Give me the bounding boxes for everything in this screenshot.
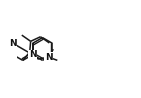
Text: N: N [45,53,52,62]
Text: N: N [9,39,17,48]
Text: N: N [29,50,36,59]
